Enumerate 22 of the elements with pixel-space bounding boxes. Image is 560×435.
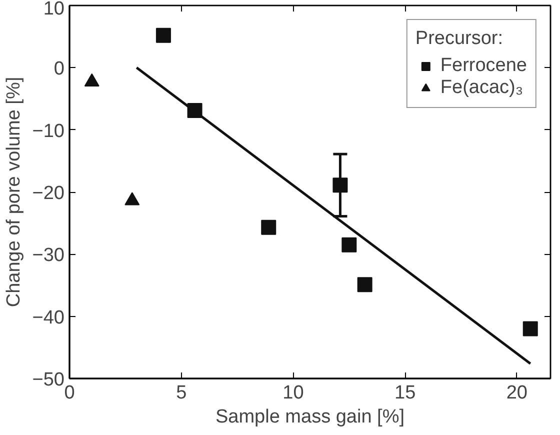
x-tick-label: 20 xyxy=(506,382,528,404)
point xyxy=(357,277,372,292)
x-tick-label: 10 xyxy=(282,382,304,404)
y-tick-label: 10 xyxy=(43,0,65,20)
x-tick-label: 15 xyxy=(394,382,416,404)
point xyxy=(522,321,538,336)
x-tick-label: 5 xyxy=(176,382,187,404)
legend-label: Ferrocene xyxy=(440,55,527,77)
y-tick-label: 0 xyxy=(54,58,65,80)
y-tick-label: −30 xyxy=(32,245,65,266)
y-tick-label: −50 xyxy=(32,370,65,390)
point xyxy=(332,178,348,193)
point xyxy=(342,237,357,252)
y-tick-label: −40 xyxy=(32,307,65,328)
legend-label: Fe(acac)₃ xyxy=(440,77,524,99)
y-tick-label: −20 xyxy=(32,183,65,204)
point xyxy=(261,220,276,235)
x-axis-title: Sample mass gain [%] xyxy=(215,406,405,428)
point xyxy=(156,28,171,43)
y-axis-title: Change of pore volume [%] xyxy=(3,76,24,308)
y-tick-label: −10 xyxy=(32,120,65,142)
legend-title: Precursor: xyxy=(415,28,504,50)
